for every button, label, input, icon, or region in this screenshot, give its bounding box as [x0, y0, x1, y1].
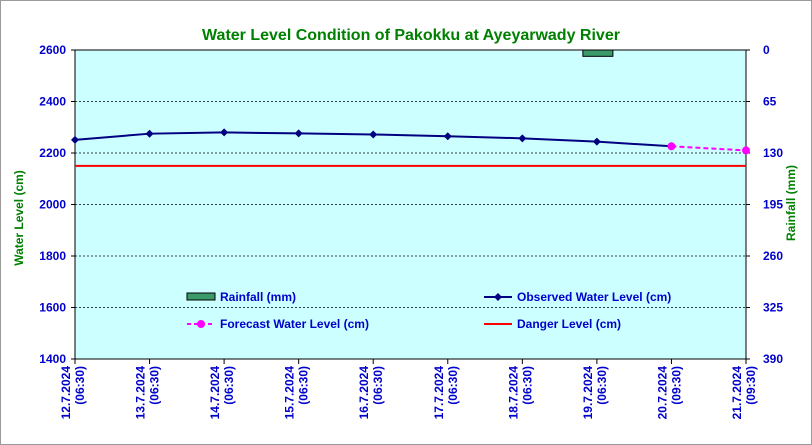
- y-tick-label: 1800: [39, 249, 66, 263]
- legend-item-danger: Danger Level (cm): [484, 317, 621, 331]
- y-tick-label: 2000: [39, 198, 66, 212]
- forecast-point: [667, 142, 676, 151]
- y2-tick-label: 65: [763, 95, 777, 109]
- legend-label-forecast: Forecast Water Level (cm): [220, 317, 369, 331]
- x-tick-time: (06:30): [222, 366, 236, 405]
- x-tick-time: (06:30): [595, 366, 609, 405]
- observed-point: [71, 135, 79, 144]
- y2-tick-label: 260: [763, 249, 783, 263]
- forecast-line: [671, 145, 747, 152]
- y-axis-title: Water Level (cm): [12, 170, 26, 266]
- legend-label-danger: Danger Level (cm): [517, 317, 621, 331]
- x-tick-time: (06:30): [148, 366, 162, 405]
- x-tick-label: 16.7.2024 (06:30): [357, 366, 385, 420]
- y-tick-label: 2200: [39, 146, 66, 160]
- chart-title: Water Level Condition of Pakokku at Ayey…: [202, 27, 620, 44]
- observed-point: [294, 129, 303, 138]
- forecast-point: [742, 146, 750, 155]
- x-axis: 12.7.2024 (06:30) 13.7.2024 (06:30) 14.7.202…: [59, 359, 758, 419]
- y2-tick-label: 195: [763, 198, 783, 212]
- legend-item-forecast: Forecast Water Level (cm): [187, 317, 369, 331]
- x-tick-label: 17.7.2024 (06:30): [432, 366, 460, 420]
- legend-swatch-rainfall: [186, 292, 216, 301]
- x-tick-label: 20.7.2024 (09:30): [655, 366, 683, 420]
- y-axis-right: 0 65 130 195 260 325 390: [746, 43, 783, 366]
- x-tick-date: 15.7.2024: [283, 366, 297, 420]
- observed-point: [145, 129, 154, 138]
- x-tick-label: 18.7.2024 (06:30): [506, 366, 534, 420]
- x-tick-label: 21.7.2024 (09:30): [730, 366, 758, 420]
- x-tick-time: (09:30): [744, 366, 758, 405]
- legend-label-rain: Rainfall (mm): [220, 290, 296, 304]
- x-tick-date: 18.7.2024: [506, 366, 520, 420]
- legend-item-rain: Rainfall (mm): [186, 290, 296, 304]
- legend-label-observed: Observed Water Level (cm): [517, 290, 671, 304]
- y-tick-label: 2400: [39, 95, 66, 109]
- x-tick-time: (06:30): [371, 366, 385, 405]
- x-tick-label: 14.7.2024 (06:30): [208, 366, 236, 420]
- x-tick-time: (06:30): [73, 366, 87, 405]
- y2-axis-title: Rainfall (mm): [784, 165, 798, 241]
- x-tick-date: 16.7.2024: [357, 366, 371, 420]
- x-tick-date: 13.7.2024: [134, 366, 148, 420]
- x-tick-date: 14.7.2024: [208, 366, 222, 420]
- x-tick-date: 20.7.2024: [655, 366, 669, 420]
- y-axis-left: 1400 1600 1800 2000 2200 2400 2600: [39, 43, 75, 366]
- x-tick-date: 12.7.2024: [59, 366, 73, 420]
- x-tick-label: 12.7.2024 (06:30): [59, 366, 87, 420]
- x-tick-time: (06:30): [446, 366, 460, 405]
- y2-tick-label: 325: [763, 301, 783, 315]
- x-tick-time: (09:30): [669, 366, 683, 405]
- x-tick-time: (06:30): [520, 366, 534, 405]
- plot-area: [74, 49, 747, 360]
- observed-point: [518, 134, 527, 143]
- observed-point: [369, 130, 378, 139]
- y-tick-label: 2600: [39, 43, 66, 57]
- legend-marker-observed: [494, 293, 502, 301]
- legend-item-observed: Observed Water Level (cm): [484, 290, 671, 304]
- observed-point: [592, 137, 601, 146]
- x-tick-label: 19.7.2024 (06:30): [581, 366, 609, 420]
- y2-tick-label: 0: [763, 43, 770, 57]
- rainfall-bar: [582, 49, 614, 57]
- x-tick-label: 13.7.2024 (06:30): [134, 366, 162, 420]
- y2-tick-label: 390: [763, 352, 783, 366]
- y-tick-label: 1400: [39, 352, 66, 366]
- x-tick-label: 15.7.2024 (06:30): [283, 366, 311, 420]
- x-tick-date: 21.7.2024: [730, 366, 744, 420]
- x-tick-time: (06:30): [297, 366, 311, 405]
- series-layer: [71, 49, 750, 167]
- observed-point: [220, 128, 229, 137]
- observed-point: [443, 132, 452, 141]
- y-tick-label: 1600: [39, 301, 66, 315]
- legend: Rainfall (mm) Observed Water Level (cm) Fo…: [186, 290, 671, 331]
- x-tick-date: 19.7.2024: [581, 366, 595, 420]
- legend-marker-forecast: [197, 320, 205, 328]
- y2-tick-label: 130: [763, 146, 783, 160]
- x-tick-date: 17.7.2024: [432, 366, 446, 420]
